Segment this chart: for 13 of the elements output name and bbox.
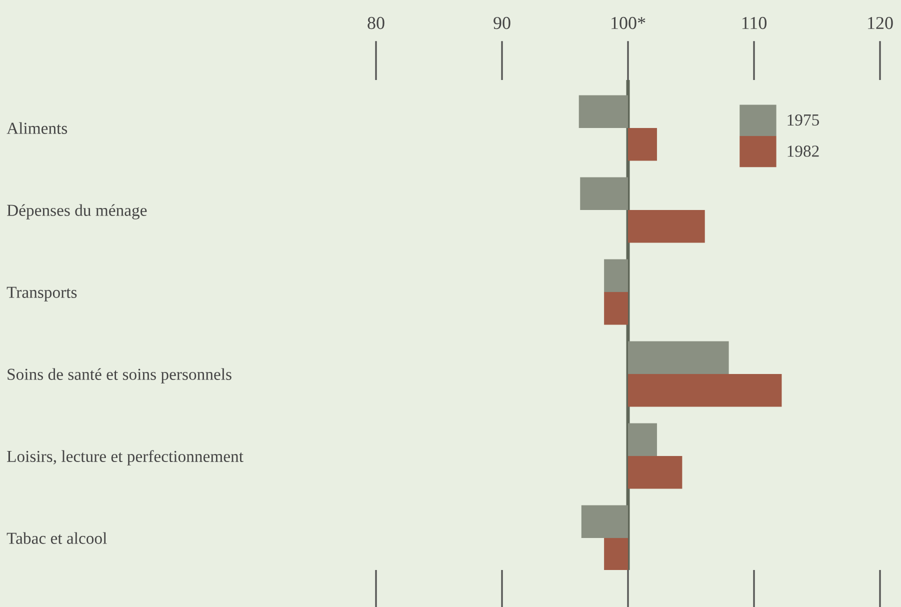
x-tick-label: 100* xyxy=(612,16,646,30)
legend-label: 1975 xyxy=(788,114,819,126)
x-tick-label: 110 xyxy=(742,16,767,30)
y-tick-label: Soins de santé et soins personnels xyxy=(8,368,232,384)
x-tick-label: 80 xyxy=(368,16,384,30)
y-tick-label: Transports xyxy=(6,286,77,302)
y-tick-label: Aliments xyxy=(6,122,68,134)
y-tick-label: Tabac et alcool xyxy=(6,532,107,544)
y-tick-label: Dépenses du ménage xyxy=(7,204,147,220)
x-tick-label: 120 xyxy=(868,16,893,30)
x-tick-label: 90 xyxy=(494,16,510,30)
legend-label: 1982 xyxy=(788,146,819,157)
y-tick-label: Loisirs, lecture et perfectionnement xyxy=(7,450,244,466)
